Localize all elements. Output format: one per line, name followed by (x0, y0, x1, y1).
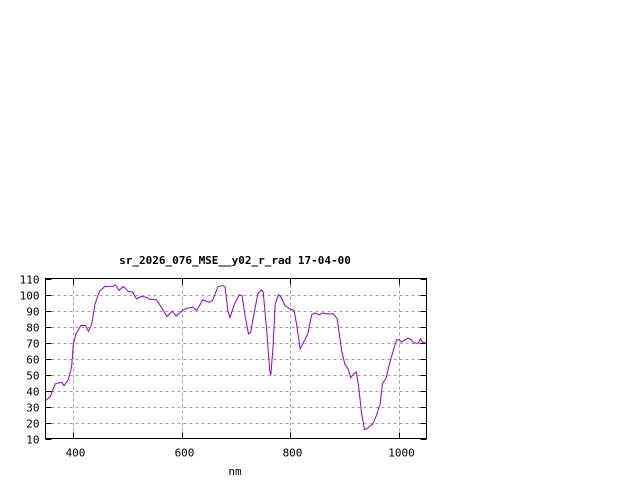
x-axis-ticks: 400 600 800 1000 (66, 278, 415, 460)
y-tick-label: 40 (26, 386, 39, 399)
chart-title: sr_2026_076_MSE__y02_r_rad 17-04-00 (119, 254, 351, 267)
y-tick-label: 80 (26, 322, 39, 335)
y-tick-label: 60 (26, 354, 39, 367)
y-tick-label: 70 (26, 338, 39, 351)
x-tick-label: 800 (283, 447, 303, 460)
x-axis-label: nm (228, 465, 242, 478)
y-axis-ticks: 10 20 30 40 50 60 70 80 90 100 110 (20, 274, 427, 447)
plot-frame (45, 278, 427, 439)
x-tick-label: 1000 (388, 447, 415, 460)
series-line (45, 284, 427, 431)
x-tick-label: 600 (175, 447, 195, 460)
y-tick-label: 100 (20, 290, 40, 303)
x-tick-label: 400 (66, 447, 86, 460)
y-tick-label: 50 (26, 370, 39, 383)
y-tick-label: 90 (26, 306, 39, 319)
y-tick-label: 20 (26, 418, 39, 431)
grid (45, 278, 427, 439)
y-tick-label: 110 (20, 274, 40, 287)
y-tick-label: 30 (26, 402, 39, 415)
y-tick-label: 10 (26, 434, 39, 447)
